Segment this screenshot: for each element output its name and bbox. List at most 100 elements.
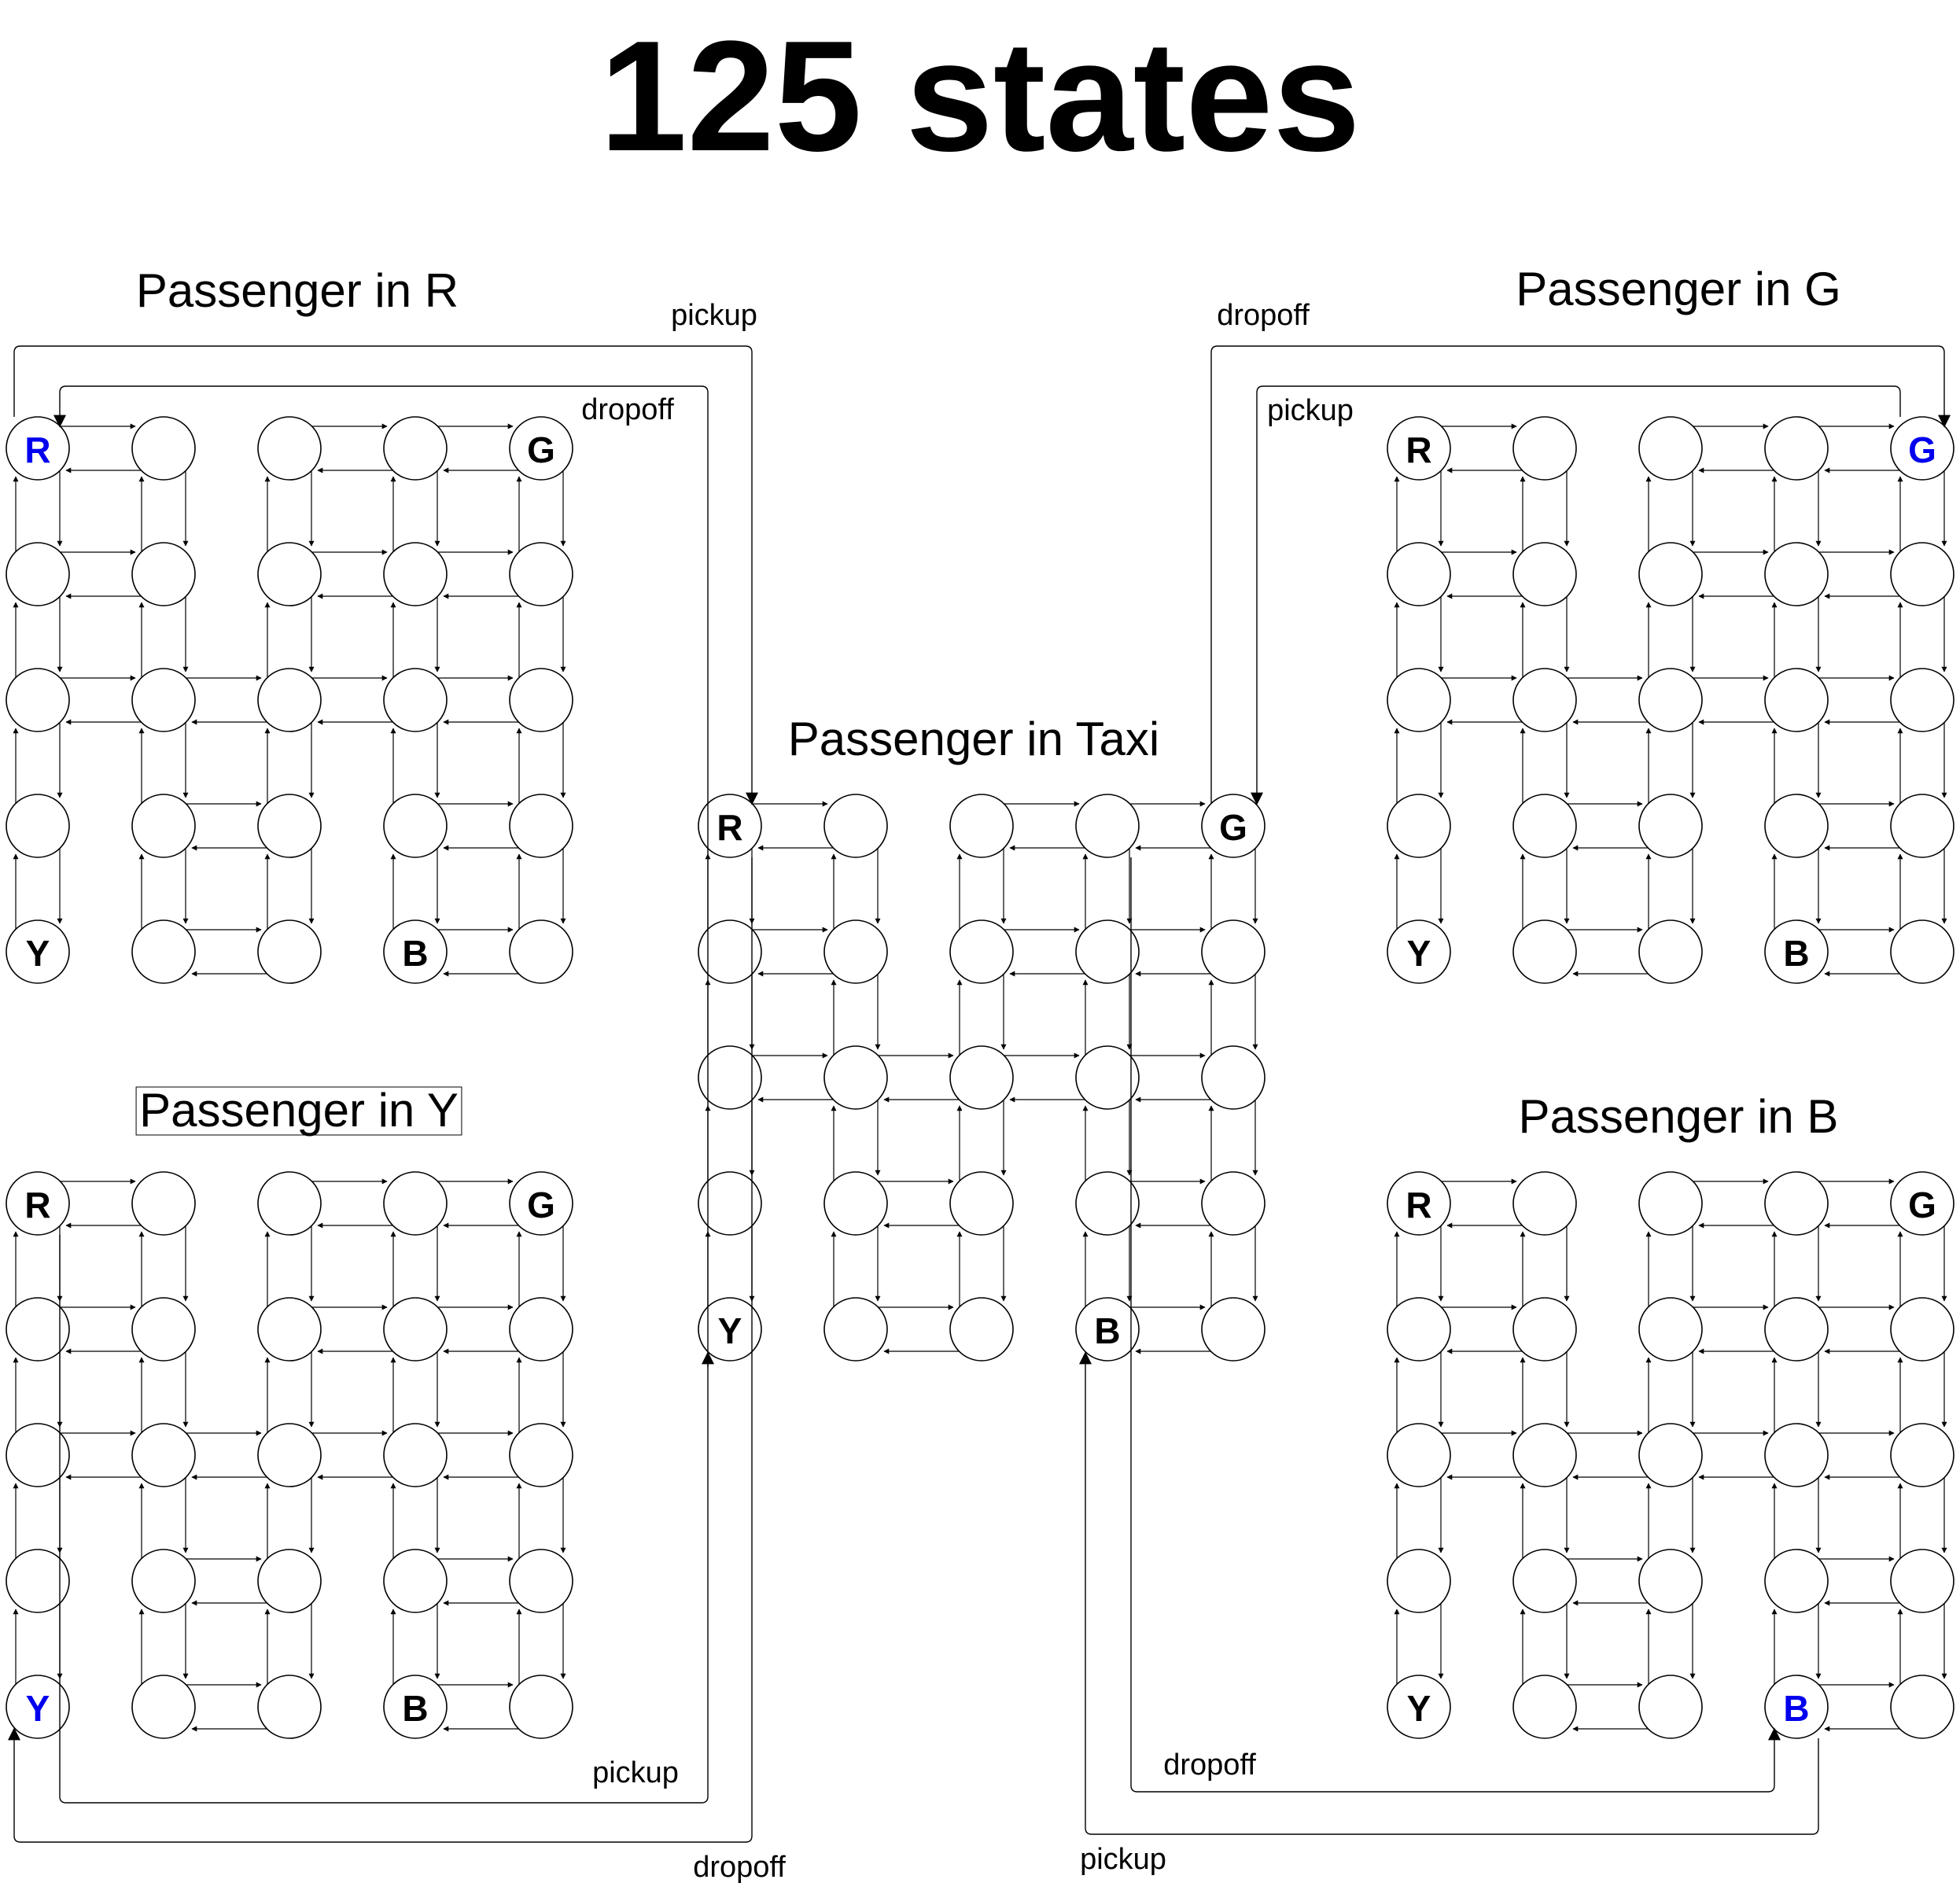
state-node-b xyxy=(383,1675,448,1739)
state-node xyxy=(1387,668,1451,732)
state-node xyxy=(131,668,196,732)
state-node xyxy=(509,1297,573,1362)
state-node xyxy=(509,919,573,984)
state-node-r xyxy=(6,416,70,481)
state-node xyxy=(823,1045,888,1110)
state-label: G xyxy=(527,1185,555,1225)
state-node xyxy=(509,542,573,606)
state-node xyxy=(6,1549,70,1613)
state-node xyxy=(1638,542,1703,606)
state-label: R xyxy=(24,1185,50,1225)
state-node xyxy=(949,1297,1014,1362)
state-node-g xyxy=(509,416,573,481)
state-label: B xyxy=(402,1688,428,1729)
state-node-r xyxy=(1387,1171,1451,1236)
state-node xyxy=(131,542,196,606)
state-node xyxy=(131,919,196,984)
state-node xyxy=(1638,668,1703,732)
state-label: Y xyxy=(26,933,50,974)
state-label: Y xyxy=(1407,1688,1431,1729)
state-node xyxy=(1764,542,1829,606)
state-node xyxy=(1512,542,1577,606)
state-node-y xyxy=(1387,1675,1451,1739)
state-node xyxy=(1075,794,1140,858)
state-node-b xyxy=(1764,919,1829,984)
state-node xyxy=(383,1549,448,1613)
r-pickup-label: pickup xyxy=(671,299,757,332)
r-dropoff-label: dropoff xyxy=(581,393,674,426)
g-dropoff-arrow xyxy=(1210,345,1951,804)
state-node xyxy=(1890,668,1954,732)
state-label: Y xyxy=(26,1688,50,1729)
group-label: Passenger in Y xyxy=(139,1084,459,1137)
state-node xyxy=(1387,1549,1451,1613)
state-label: G xyxy=(1908,1185,1936,1225)
g-pickup-arrow xyxy=(1251,385,1901,805)
y-dropoff-arrow xyxy=(8,857,753,1843)
state-node xyxy=(257,1549,322,1613)
label-box xyxy=(135,1086,462,1136)
state-node xyxy=(1512,919,1577,984)
state-node xyxy=(6,794,70,858)
state-node xyxy=(1764,1297,1829,1362)
state-label: R xyxy=(1406,1185,1431,1225)
state-node xyxy=(1512,1297,1577,1362)
state-label: R xyxy=(24,429,50,470)
state-node xyxy=(823,794,888,858)
state-node xyxy=(383,1297,448,1362)
state-node xyxy=(6,1297,70,1362)
state-node-g xyxy=(1890,1171,1954,1236)
state-node xyxy=(257,416,322,481)
state-label: Y xyxy=(718,1310,742,1351)
state-node xyxy=(509,1675,573,1739)
group-label: Passenger in G xyxy=(1516,263,1841,315)
state-node xyxy=(1638,794,1703,858)
state-node xyxy=(131,1549,196,1613)
state-label: B xyxy=(402,933,428,974)
state-node xyxy=(6,542,70,606)
state-node xyxy=(1638,1549,1703,1613)
state-node xyxy=(1638,1171,1703,1236)
state-node xyxy=(1075,1045,1140,1110)
state-node xyxy=(1512,794,1577,858)
state-node xyxy=(1638,416,1703,481)
state-node xyxy=(1201,1171,1266,1236)
state-node xyxy=(949,1171,1014,1236)
state-label: R xyxy=(717,807,742,848)
state-node xyxy=(1638,1423,1703,1487)
state-node-y xyxy=(1387,919,1451,984)
state-node xyxy=(383,668,448,732)
state-node xyxy=(1387,1297,1451,1362)
state-node-b xyxy=(1075,1297,1140,1362)
g-pickup-label: pickup xyxy=(1267,394,1354,427)
state-node-g xyxy=(1201,794,1266,858)
state-label: Y xyxy=(1407,933,1431,974)
state-node xyxy=(1512,668,1577,732)
state-node-r xyxy=(698,794,762,858)
state-node xyxy=(1890,919,1954,984)
state-node-y xyxy=(698,1297,762,1362)
page-title: 125 states xyxy=(599,9,1361,184)
state-node xyxy=(257,542,322,606)
group-labels: Passenger in R Passenger in G Passenger in… xyxy=(135,263,1841,1143)
state-node-r xyxy=(6,1171,70,1236)
g-dropoff-label: dropoff xyxy=(1217,299,1310,332)
state-node xyxy=(1890,542,1954,606)
b-pickup-label: pickup xyxy=(1080,1843,1166,1876)
state-node xyxy=(1638,1297,1703,1362)
r-dropoff-arrow xyxy=(53,385,709,1367)
state-label: G xyxy=(1908,429,1936,470)
state-node xyxy=(131,1675,196,1739)
state-node-y xyxy=(6,919,70,984)
state-node xyxy=(949,1045,1014,1110)
state-node xyxy=(1201,919,1266,984)
state-node xyxy=(383,1423,448,1487)
state-node xyxy=(1764,668,1829,732)
state-node xyxy=(257,794,322,858)
state-node xyxy=(509,1549,573,1613)
group-label: Passenger in Taxi xyxy=(788,713,1160,765)
state-label: G xyxy=(527,429,555,470)
state-label: G xyxy=(1219,807,1247,848)
state-node xyxy=(1512,1675,1577,1739)
